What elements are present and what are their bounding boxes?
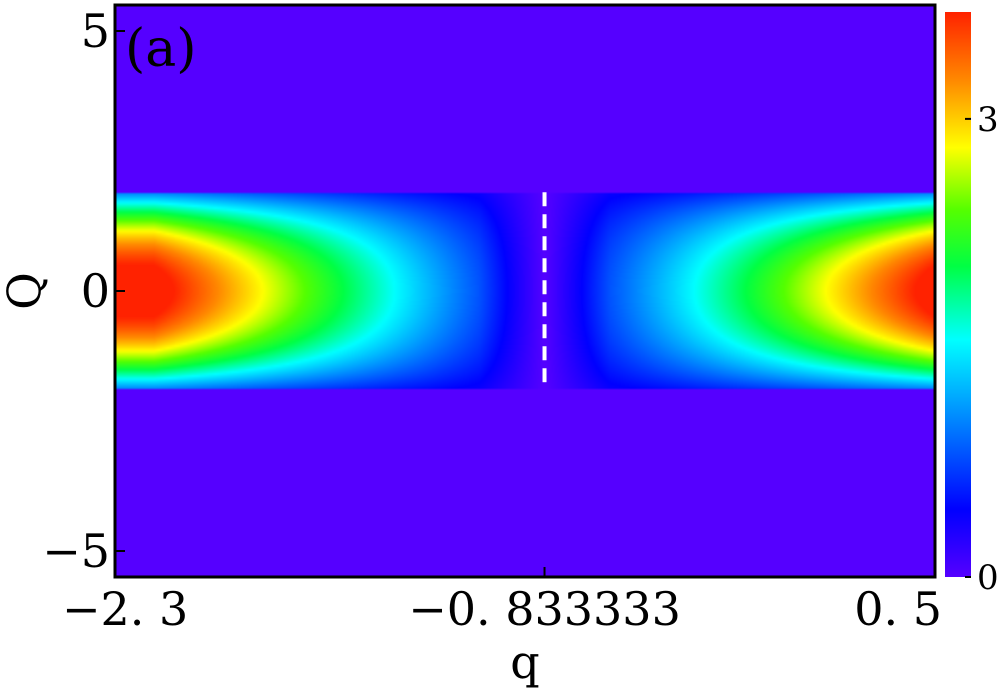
y-tick-label: −5 xyxy=(42,524,110,578)
panel-label: (a) xyxy=(125,19,197,79)
x-tick-label: −0. 833333 xyxy=(408,582,681,636)
x-axis-ticks: −2. 3 −0. 833333 0. 5 xyxy=(62,567,942,636)
x-axis-label: q xyxy=(510,635,539,689)
heatmap-field xyxy=(115,5,935,577)
colorbar-tick-label: 3 xyxy=(977,100,999,140)
y-tick-label: 5 xyxy=(81,4,110,58)
x-tick-label: 0. 5 xyxy=(854,582,942,636)
x-tick-label: −2. 3 xyxy=(62,582,188,636)
colorbar-tick-label: 0 xyxy=(977,558,999,598)
y-axis-label: Q xyxy=(0,272,51,310)
y-axis-ticks: 5 0 −5 xyxy=(42,4,125,578)
colorbar xyxy=(945,12,971,577)
colorbar-ticks: 03 xyxy=(965,100,999,598)
y-tick-label: 0 xyxy=(81,264,110,318)
